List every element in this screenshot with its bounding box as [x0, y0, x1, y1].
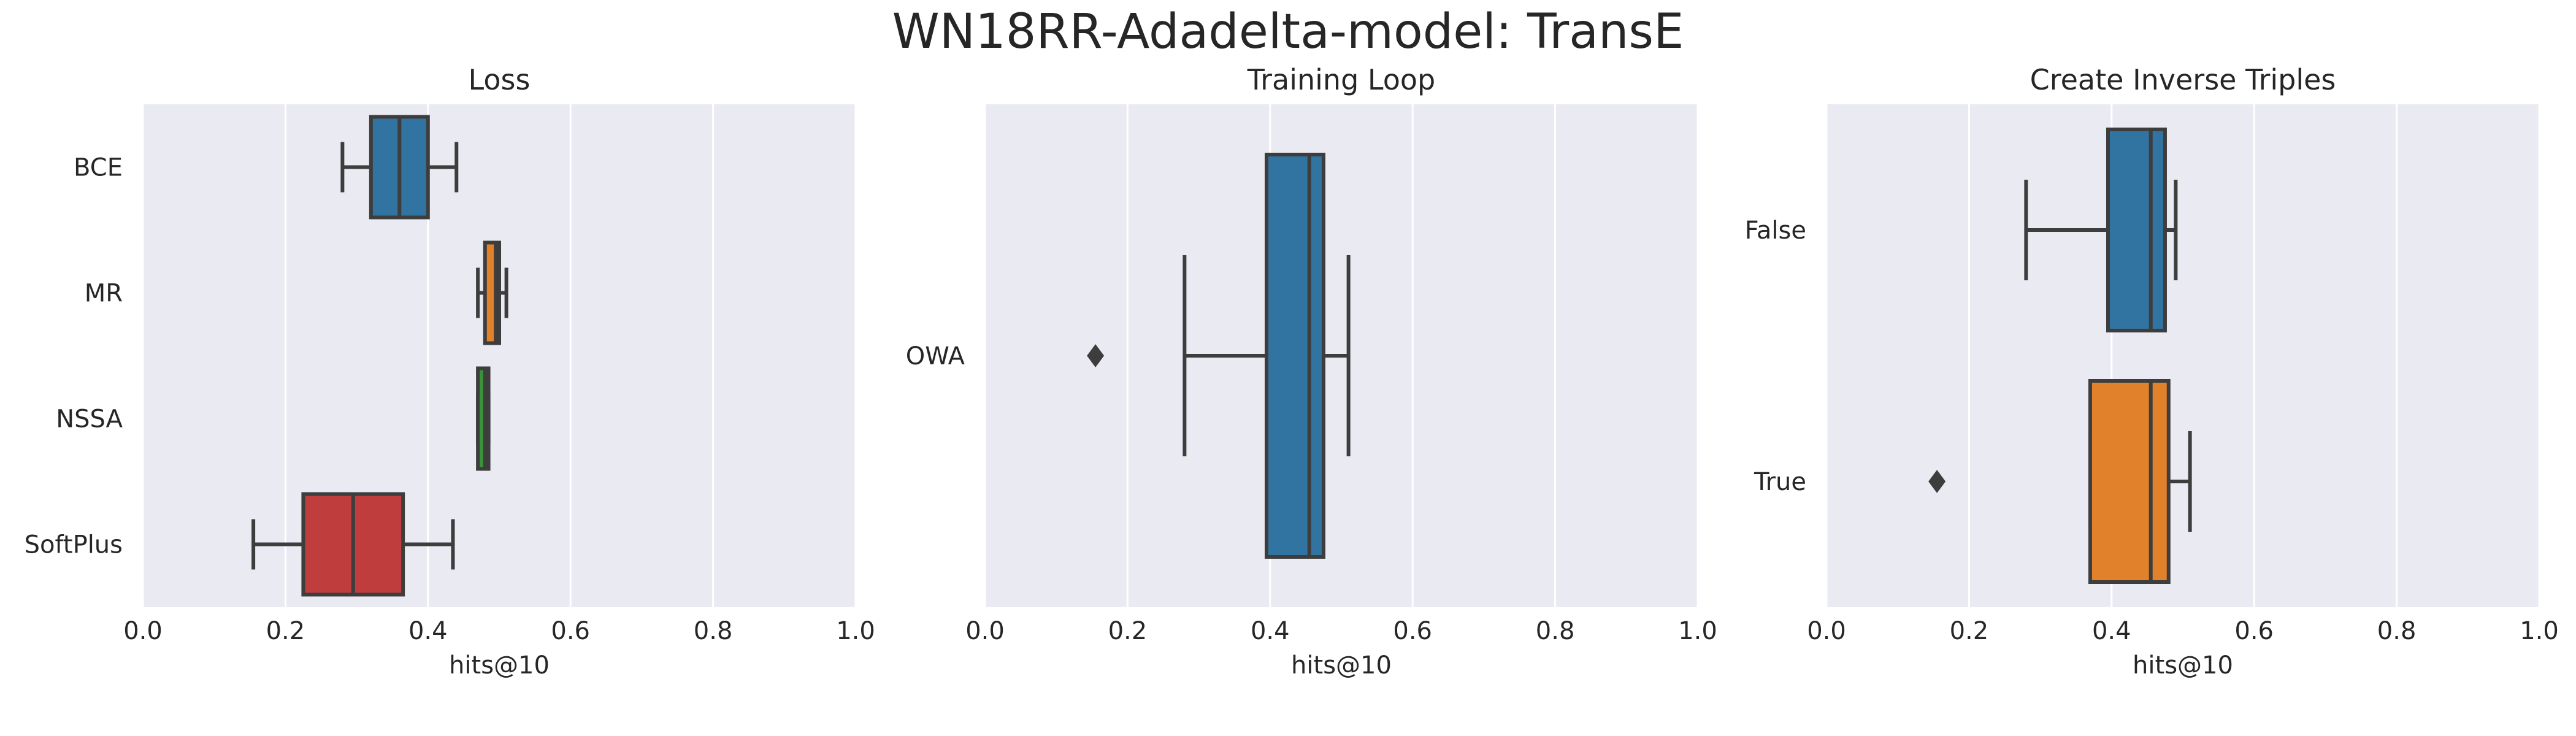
- panel-2: 0.0 0.2 0.4 0.6 0.8 1.0 Create Inverse Triples…: [1745, 63, 2559, 680]
- x-tick-label: 0.0: [965, 617, 1005, 645]
- x-tick-label: 0.6: [1393, 617, 1432, 645]
- box-OWA: OWA: [906, 153, 1351, 559]
- x-tick-label: 0.4: [1251, 617, 1290, 645]
- x-tick-label: 0.4: [408, 617, 448, 645]
- panel-0: 0.0 0.2 0.4 0.6 0.8 1.0 Loss hits@10 BCE MR NSSA So…: [25, 63, 875, 680]
- box-body: [2106, 128, 2167, 332]
- plot-area: [143, 104, 856, 607]
- box-BCE: BCE: [74, 115, 459, 220]
- panel-title: Training Loop: [1247, 63, 1435, 96]
- x-tick-label: 0.0: [123, 617, 163, 645]
- y-tick-label: BCE: [74, 154, 123, 182]
- box-body: [2088, 379, 2171, 584]
- figure-title: WN18RR-Adadelta-model: TransE: [892, 4, 1684, 59]
- x-tick-label: 1.0: [2520, 617, 2559, 645]
- x-tick-label: 1.0: [1678, 617, 1717, 645]
- box-SoftPlus: SoftPlus: [25, 492, 455, 597]
- box-body: [1264, 153, 1325, 559]
- y-tick-label: False: [1745, 217, 1806, 245]
- x-tick-label: 0.4: [2092, 617, 2131, 645]
- x-tick-label: 0.2: [266, 617, 305, 645]
- x-tick-label: 0.2: [1950, 617, 1989, 645]
- y-tick-label: MR: [85, 280, 123, 308]
- box-NSSA: NSSA: [56, 366, 491, 471]
- x-axis-label: hits@10: [1291, 651, 1392, 680]
- panel-title: Create Inverse Triples: [2030, 63, 2336, 96]
- outlier-point: [1928, 470, 1946, 493]
- outlier-point: [1087, 344, 1105, 367]
- y-tick-label: SoftPlus: [25, 531, 123, 559]
- x-tick-label: 0.0: [1807, 617, 1846, 645]
- x-tick-label: 0.8: [694, 617, 733, 645]
- x-tick-label: 0.8: [2377, 617, 2417, 645]
- box-True: True: [1754, 379, 2192, 584]
- y-tick-label: OWA: [906, 342, 965, 370]
- x-tick-label: 1.0: [836, 617, 875, 645]
- panel-1: 0.0 0.2 0.4 0.6 0.8 1.0 Training Loop hits@10 OW…: [906, 63, 1717, 680]
- x-axis-label: hits@10: [2133, 651, 2233, 680]
- y-tick-label: NSSA: [56, 405, 123, 434]
- panels: 0.0 0.2 0.4 0.6 0.8 1.0 Loss hits@10 BCE MR NSSA So…: [25, 63, 2559, 680]
- x-tick-label: 0.2: [1108, 617, 1148, 645]
- x-tick-label: 0.6: [551, 617, 590, 645]
- x-tick-label: 0.8: [1536, 617, 1575, 645]
- plot-area: [1827, 104, 2539, 607]
- y-tick-label: True: [1754, 468, 1806, 496]
- box-False: False: [1745, 128, 2178, 332]
- box-MR: MR: [85, 240, 508, 345]
- panel-title: Loss: [469, 63, 531, 96]
- x-axis-label: hits@10: [449, 651, 550, 680]
- x-tick-label: 0.6: [2234, 617, 2274, 645]
